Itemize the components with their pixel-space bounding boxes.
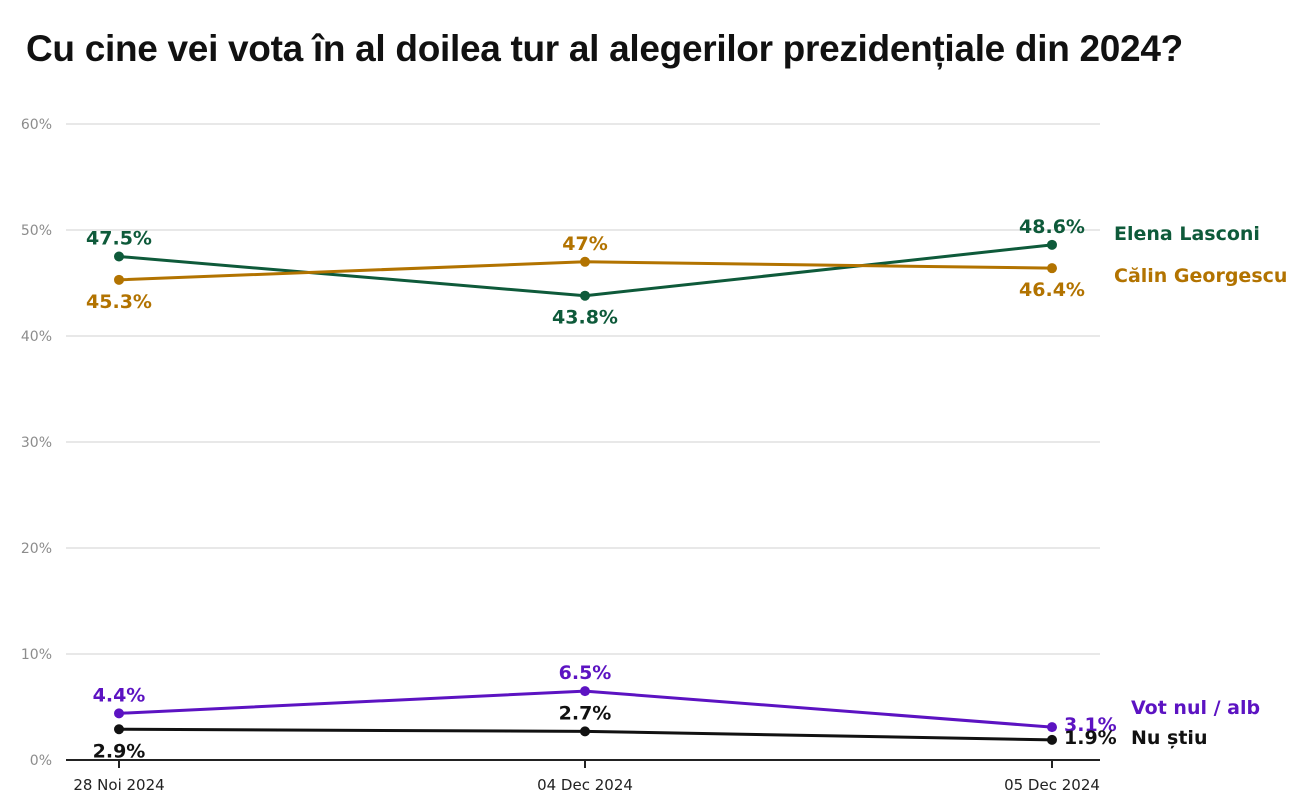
y-tick-label: 50%	[21, 223, 52, 239]
y-tick-label: 10%	[21, 647, 52, 663]
x-axis: 28 Noi 2024 04 Dec 2024 05 Dec 2024	[66, 759, 1100, 794]
series-name-label: Elena Lasconi	[1114, 223, 1260, 245]
data-point	[114, 251, 124, 262]
data-point	[114, 708, 124, 719]
data-label: 47.5%	[86, 228, 152, 250]
series-name-label: Vot nul / alb	[1131, 697, 1260, 719]
data-label: 4.4%	[93, 684, 146, 706]
x-tick-label: 04 Dec 2024	[537, 776, 633, 794]
x-tick-label: 28 Noi 2024	[73, 776, 164, 794]
data-label: 46.4%	[1019, 279, 1085, 301]
data-point	[580, 726, 590, 737]
chart-title: Cu cine vei vota în al doilea tur al ale…	[26, 28, 1183, 69]
series-name-label: Călin Georgescu	[1114, 265, 1287, 287]
data-point	[1047, 734, 1057, 745]
y-tick-label: 0%	[30, 753, 52, 769]
gridlines	[66, 123, 1100, 655]
y-tick-label: 40%	[21, 329, 52, 345]
data-label: 48.6%	[1019, 216, 1085, 238]
data-point	[114, 274, 124, 285]
y-tick-label: 30%	[21, 435, 52, 451]
data-point	[1047, 263, 1057, 274]
data-label: 1.9%	[1064, 727, 1117, 749]
data-label: 2.9%	[93, 740, 146, 762]
series-lines	[114, 239, 1057, 745]
y-tick-label: 20%	[21, 541, 52, 557]
x-tick-label: 05 Dec 2024	[1004, 776, 1100, 794]
y-axis: 0% 10% 20% 30% 40% 50% 60%	[21, 117, 52, 769]
data-label: 43.8%	[552, 307, 618, 329]
data-point	[580, 290, 590, 301]
data-label: 6.5%	[559, 662, 612, 684]
data-point	[1047, 722, 1057, 733]
series-name-label: Nu știu	[1131, 727, 1207, 749]
data-label: 47%	[562, 233, 607, 255]
data-label: 2.7%	[559, 702, 612, 724]
data-point	[1047, 239, 1057, 250]
data-point	[114, 724, 124, 735]
data-point	[580, 686, 590, 697]
data-label: 45.3%	[86, 291, 152, 313]
y-tick-label: 60%	[21, 117, 52, 133]
data-label: 3.1%	[1064, 714, 1117, 736]
data-labels: 47.5% 43.8% 48.6% Elena Lasconi 45.3% 47% 46.4…	[86, 216, 1287, 762]
data-point	[580, 256, 590, 267]
